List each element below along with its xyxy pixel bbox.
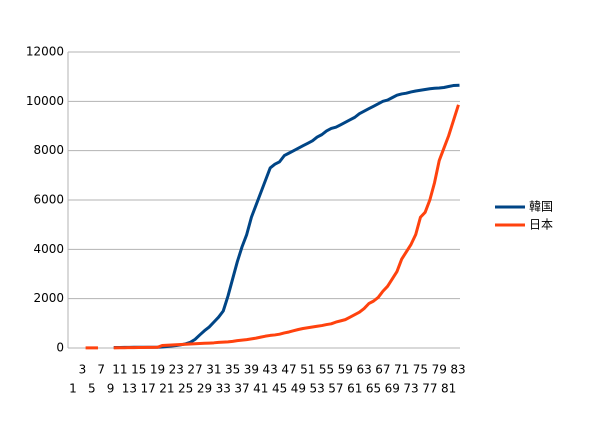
x-tick-label: 65 [366,382,381,396]
y-tick-label: 2000 [33,291,64,305]
y-tick-label: 4000 [33,242,64,256]
x-tick-label: 39 [244,363,259,377]
x-tick-label: 35 [225,363,240,377]
x-tick-label: 29 [197,382,212,396]
x-tick-label: 59 [338,363,353,377]
x-tick-label: 75 [413,363,428,377]
x-tick-label: 81 [441,382,456,396]
x-tick-label: 61 [347,382,362,396]
x-tick-label: 23 [169,363,184,377]
x-tick-label: 11 [112,363,127,377]
x-tick-label: 49 [291,382,306,396]
x-tick-label: 15 [131,363,146,377]
x-tick-label: 71 [394,363,409,377]
x-tick-label: 51 [300,363,315,377]
x-tick-label: 5 [88,382,96,396]
legend-label: 日本 [529,218,553,232]
x-tick-label: 19 [150,363,165,377]
x-tick-label: 41 [253,382,268,396]
x-tick-label: 33 [216,382,231,396]
x-tick-label: 47 [281,363,296,377]
x-tick-label: 37 [234,382,249,396]
x-tick-label: 63 [356,363,371,377]
data-line [113,83,460,350]
x-tick-label: 13 [122,382,137,396]
x-tick-label: 69 [385,382,400,396]
x-tick-label: 9 [107,382,115,396]
x-tick-label: 31 [206,363,221,377]
x-tick-label: 83 [450,363,465,377]
x-tick-label: 27 [187,363,202,377]
x-tick-label: 45 [272,382,287,396]
x-tick-label: 55 [319,363,334,377]
x-tick-label: 25 [178,382,193,396]
x-tick-label: 43 [263,363,278,377]
x-tick-label: 21 [159,382,174,396]
y-tick-label: 8000 [33,143,64,157]
y-tick-label: 0 [56,341,64,355]
x-tick-label: 73 [403,382,418,396]
legend-label: 韓国 [529,200,553,214]
x-tick-label: 57 [328,382,343,396]
x-tick-label: 1 [69,382,77,396]
x-tick-label: 3 [79,363,87,377]
data-line [85,104,460,350]
y-tick-label: 12000 [26,45,64,59]
x-tick-label: 77 [422,382,437,396]
x-tick-label: 53 [310,382,325,396]
x-tick-label: 7 [97,363,105,377]
y-tick-label: 6000 [33,193,64,207]
y-tick-label: 10000 [26,94,64,108]
x-tick-label: 17 [140,382,155,396]
x-tick-label: 67 [375,363,390,377]
x-tick-label: 79 [432,363,447,377]
